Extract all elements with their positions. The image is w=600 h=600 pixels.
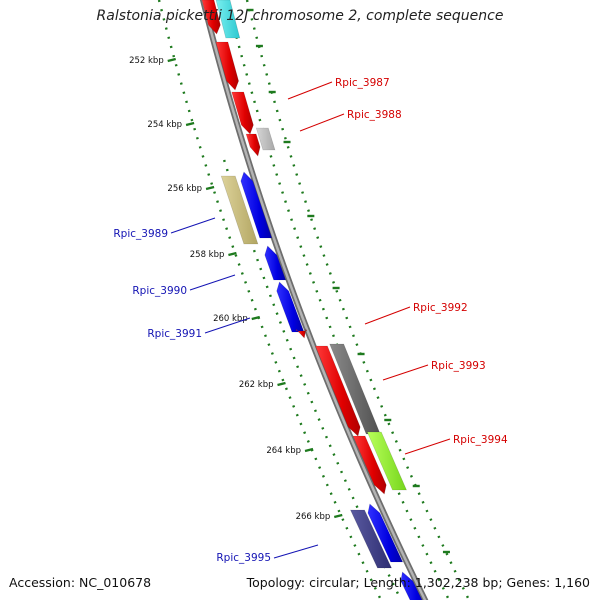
gene-rpic-3991[interactable]	[276, 281, 305, 333]
leader-line	[204, 317, 251, 334]
gene-blue-1[interactable]	[240, 171, 273, 239]
map-title: Ralstonia pickettii 12J chromosome 2, co…	[96, 8, 504, 24]
ruler-tick-label: 262 kbp	[239, 380, 274, 390]
ruler-tick-label: 260 kbp	[213, 314, 248, 324]
gene-blue-2[interactable]	[367, 503, 404, 563]
leader-line	[299, 113, 345, 132]
backbone-line	[201, 0, 427, 600]
leader-line	[287, 81, 333, 100]
ruler-tick-label: 256 kbp	[167, 184, 202, 194]
ruler-tick-label: 264 kbp	[266, 446, 301, 456]
leader-line	[364, 306, 411, 325]
gene-rpic-3988[interactable]	[255, 127, 276, 151]
gene-label-reverse[interactable]: Rpic_3989	[113, 228, 168, 240]
ruler-tick	[228, 251, 237, 257]
gene-rpic-3992[interactable]	[314, 345, 361, 437]
gene-red-mid[interactable]	[231, 91, 254, 135]
backbone-layer	[199, 0, 429, 600]
gene-cyan-partial[interactable]	[215, 0, 241, 39]
ruler-tick-label: 252 kbp	[129, 56, 164, 66]
ruler-tick-label: 254 kbp	[147, 120, 182, 130]
leader-line	[382, 364, 429, 381]
gene-rpic-3987[interactable]	[215, 41, 239, 91]
ruler-tick	[205, 185, 215, 191]
ruler-tick-label: 258 kbp	[190, 250, 225, 260]
gene-blue-3[interactable]	[400, 571, 427, 600]
gene-label-forward[interactable]: Rpic_3993	[431, 360, 486, 372]
ruler-tick	[333, 513, 343, 519]
gene-features	[201, 0, 427, 600]
accession-text: Accession: NC_010678	[9, 575, 152, 590]
leader-line	[189, 274, 236, 291]
gene-label-reverse[interactable]: Rpic_3995	[216, 552, 271, 564]
gene-red-lower[interactable]	[352, 435, 387, 495]
gene-red-tiny[interactable]	[295, 327, 308, 339]
gene-label-forward[interactable]: Rpic_3992	[413, 302, 468, 314]
ruler-tick	[304, 447, 314, 453]
gene-label-forward[interactable]: Rpic_3988	[347, 109, 402, 121]
gene-red-top[interactable]	[201, 0, 221, 35]
ruler-tick	[185, 121, 195, 127]
gene-rpic-3994[interactable]	[366, 431, 407, 491]
gene-rpic-3995[interactable]	[350, 509, 392, 569]
sequence-info-text: Topology: circular; Length: 1,302,238 bp…	[246, 575, 590, 590]
ruler-tick	[277, 381, 286, 387]
label-leaders	[170, 81, 451, 559]
gene-label-forward[interactable]: Rpic_3987	[335, 77, 390, 89]
gene-red-small[interactable]	[245, 133, 261, 157]
ruler-ticks: 252 kbp 254 kbp 256 kbp 258 kbp 260 kbp 262 k…	[129, 8, 450, 554]
leader-line	[404, 438, 451, 455]
gene-rpic-3989[interactable]	[220, 175, 259, 245]
outer-guide-right	[245, 0, 471, 600]
ruler-tick-label: 266 kbp	[296, 512, 331, 522]
dotted-guides	[157, 0, 471, 600]
gene-label-reverse[interactable]: Rpic_3990	[132, 285, 187, 297]
outer-guide-left	[157, 0, 383, 600]
inner-guide-right	[225, 0, 451, 600]
ruler-tick	[167, 57, 177, 63]
leader-line	[170, 217, 216, 234]
gene-label-reverse[interactable]: Rpic_3991	[147, 328, 202, 340]
leader-line	[273, 544, 319, 559]
gene-rpic-3990[interactable]	[264, 245, 287, 281]
gene-label-forward[interactable]: Rpic_3994	[453, 434, 508, 446]
ruler-tick	[251, 315, 261, 321]
backbone-shadow	[199, 0, 429, 600]
gene-labels: Rpic_3987 Rpic_3988 Rpic_3992 Rpic_3993 Rpic…	[113, 77, 508, 564]
